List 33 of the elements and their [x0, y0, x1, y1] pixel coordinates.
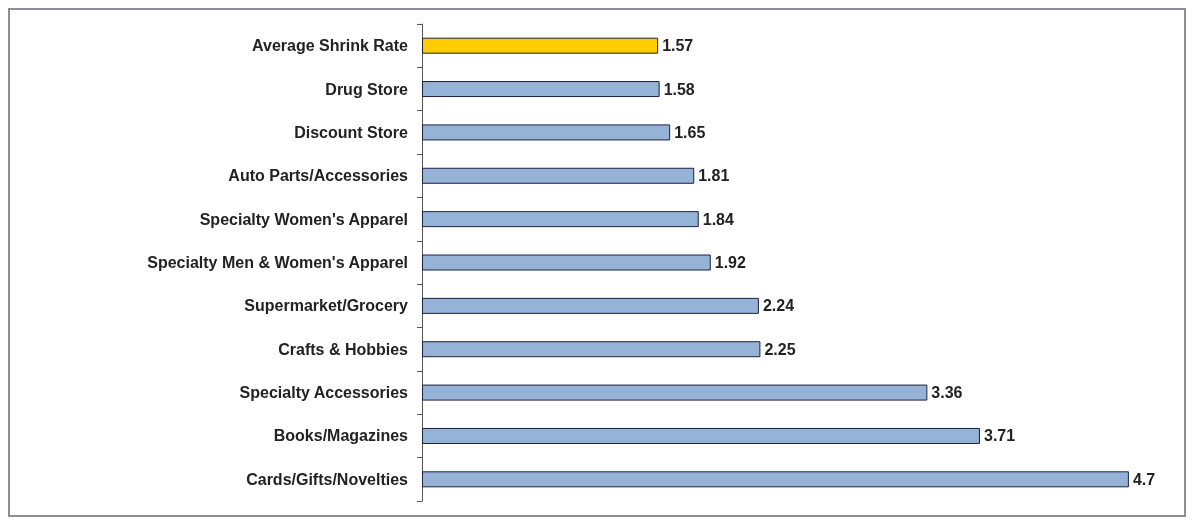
y-tick-label: Books/Magazines	[273, 427, 409, 445]
bar	[422, 124, 671, 141]
y-tick-label: Discount Store	[294, 123, 409, 141]
bar	[422, 37, 659, 54]
bar	[422, 81, 660, 98]
y-tick-label: Drug Store	[325, 80, 409, 98]
bar	[422, 254, 711, 271]
y-tick-label: Specialty Accessories	[239, 384, 409, 402]
y-tick-label: Specialty Women's Apparel	[199, 210, 408, 228]
data-label: 2.24	[762, 297, 795, 315]
data-label: 3.36	[931, 384, 963, 402]
bar	[422, 471, 1129, 488]
data-label: 3.71	[983, 427, 1016, 445]
data-label: 1.84	[702, 210, 734, 228]
y-tick-label: Cards/Gifts/Novelties	[246, 470, 409, 488]
y-tick-label: Supermarket/Grocery	[244, 297, 409, 315]
bar	[422, 211, 699, 228]
bar	[422, 167, 695, 184]
data-label: 2.25	[764, 340, 796, 358]
y-tick-label: Specialty Men & Women's Apparel	[147, 254, 408, 271]
data-label: 4.7	[1132, 470, 1156, 488]
y-tick-label: Average Shrink Rate	[252, 37, 409, 55]
y-tick-label: Crafts & Hobbies	[278, 340, 409, 358]
data-label: 1.81	[698, 167, 730, 185]
data-label: 1.58	[663, 80, 695, 98]
y-tick-label: Auto Parts/Accessories	[228, 167, 409, 185]
bar	[422, 427, 980, 444]
data-label: 1.65	[674, 123, 706, 141]
data-label: 1.92	[714, 254, 747, 271]
bar	[422, 297, 759, 314]
bar	[422, 341, 761, 358]
bar	[422, 384, 928, 401]
data-label: 1.57	[662, 37, 694, 55]
